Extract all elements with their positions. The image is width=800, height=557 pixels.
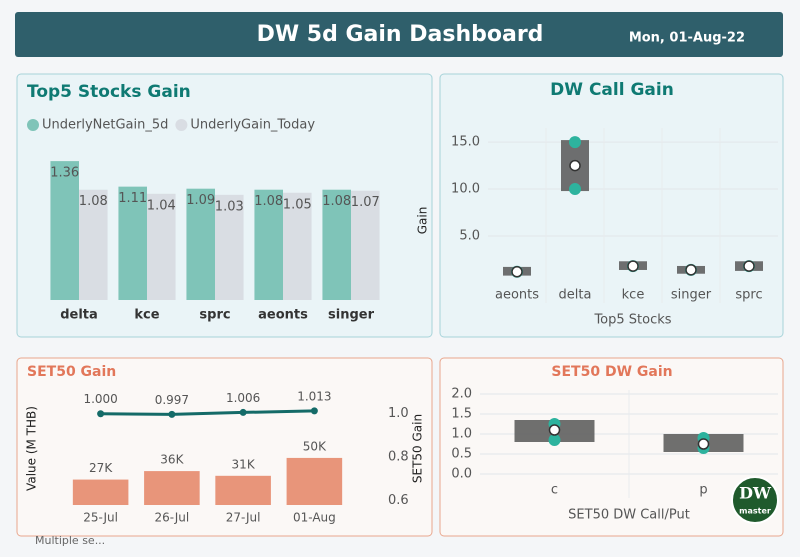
y2-axis-label: SET50 Gain xyxy=(411,414,425,483)
mean-marker xyxy=(627,260,639,272)
x-tick-label: delta xyxy=(559,288,592,303)
y-tick-label: 10.0 xyxy=(451,182,480,197)
value-label: 1.000 xyxy=(83,392,117,406)
x-tick-label: 26-Jul xyxy=(155,511,190,525)
value-label: 1.11 xyxy=(118,191,147,206)
legend-label: UnderlyNetGain_5d xyxy=(42,118,168,133)
x-axis-label: Top5 Stocks xyxy=(593,313,671,328)
y2-tick-label: 1.0 xyxy=(388,406,409,421)
bar xyxy=(72,479,129,505)
bar xyxy=(283,192,312,300)
value-label: 1.05 xyxy=(283,197,312,212)
x-tick-label: 01-Aug xyxy=(293,511,336,525)
chart-title: DW Call Gain xyxy=(550,80,674,100)
mean-marker xyxy=(569,159,581,172)
header-bar xyxy=(15,12,783,57)
y-tick-label: 15.0 xyxy=(451,135,480,150)
bar xyxy=(144,471,200,505)
line-point xyxy=(168,410,176,418)
data-point xyxy=(569,183,581,196)
value-label: 1.09 xyxy=(186,193,215,208)
x-tick-label: singer xyxy=(671,288,712,303)
line-point xyxy=(310,407,318,415)
x-tick-label: aeonts xyxy=(258,308,308,323)
y2-tick-label: 0.6 xyxy=(388,493,409,508)
mean-marker xyxy=(511,265,523,278)
x-tick-label: delta xyxy=(60,308,98,323)
filter-label[interactable]: Multiple se... xyxy=(35,534,105,547)
line xyxy=(100,409,315,416)
y-axis-label: Gain xyxy=(416,207,430,235)
line-point xyxy=(239,408,247,416)
value-label: 36K xyxy=(160,453,184,467)
value-label: 1.08 xyxy=(254,194,283,209)
x-tick-label: aeonts xyxy=(495,288,539,303)
x-tick-label: c xyxy=(551,483,558,498)
panel xyxy=(439,73,784,338)
value-label: 27K xyxy=(89,461,113,475)
bar xyxy=(186,188,215,300)
value-label: 1.36 xyxy=(50,166,79,181)
y-tick-label: 0.0 xyxy=(451,467,472,482)
y-axis-label: Value (M THB) xyxy=(25,406,39,491)
logo-subtext: master xyxy=(739,507,771,516)
data-point xyxy=(569,136,581,149)
bar xyxy=(79,189,108,300)
y2-tick-label: 0.8 xyxy=(388,450,409,465)
y-tick-label: 1.0 xyxy=(451,427,472,442)
x-axis-label: SET50 DW Call/Put xyxy=(568,508,690,523)
panel xyxy=(16,357,433,537)
value-label: 1.03 xyxy=(215,199,244,214)
value-label: 1.04 xyxy=(147,198,176,213)
date: Mon, 01-Aug-22 xyxy=(629,31,745,46)
value-label: 1.08 xyxy=(79,194,108,209)
dashboard-title: DW 5d Gain Dashboard xyxy=(257,22,544,47)
logo xyxy=(731,476,779,524)
bar xyxy=(147,193,176,300)
mean-marker xyxy=(548,424,561,436)
value-label: 31K xyxy=(232,457,256,471)
x-tick-label: p xyxy=(699,483,707,498)
y-tick-label: 5.0 xyxy=(459,229,480,244)
chart-title: SET50 Gain xyxy=(27,364,116,380)
line-point xyxy=(97,410,105,418)
chart-title: Top5 Stocks Gain xyxy=(27,82,191,102)
bar xyxy=(254,189,283,300)
value-label: 50K xyxy=(303,439,327,453)
mean-marker xyxy=(697,438,710,450)
value-label: 0.997 xyxy=(155,393,189,407)
value-label: 1.07 xyxy=(351,195,380,210)
logo-text: DW xyxy=(739,484,772,503)
x-tick-label: 25-Jul xyxy=(83,511,118,525)
x-tick-label: kce xyxy=(622,288,645,303)
value-label: 1.08 xyxy=(322,194,351,209)
data-point xyxy=(548,434,561,446)
legend-label: UnderlyGain_Today xyxy=(190,118,315,133)
y-tick-label: 1.5 xyxy=(451,407,472,422)
bar xyxy=(50,161,79,300)
chart-title: SET50 DW Gain xyxy=(551,364,672,380)
mean-marker xyxy=(685,264,697,276)
y-tick-label: 2.0 xyxy=(451,387,472,402)
value-label: 1.013 xyxy=(297,389,331,403)
panel xyxy=(439,357,784,537)
x-tick-label: sprc xyxy=(199,308,230,323)
y-tick-label: 0.5 xyxy=(451,447,472,462)
bar xyxy=(351,190,380,300)
mean-marker xyxy=(743,260,755,272)
x-tick-label: singer xyxy=(328,308,375,323)
legend-marker xyxy=(175,119,188,131)
x-tick-label: kce xyxy=(134,308,159,323)
bar xyxy=(215,475,271,505)
bar xyxy=(118,186,147,300)
x-tick-label: sprc xyxy=(735,288,762,303)
bar xyxy=(322,189,351,300)
legend-marker xyxy=(27,119,39,131)
bar xyxy=(215,194,244,300)
value-label: 1.006 xyxy=(226,391,260,405)
x-tick-label: 27-Jul xyxy=(226,511,261,525)
bar xyxy=(286,457,343,505)
